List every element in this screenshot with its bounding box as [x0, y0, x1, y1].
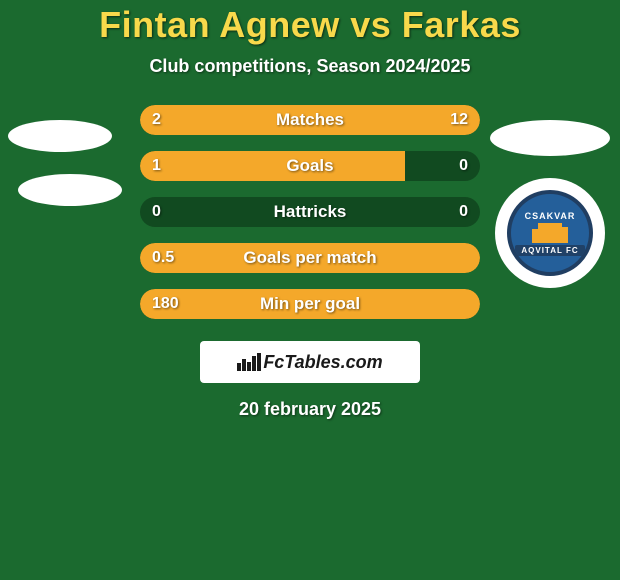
stat-row: 1 0 Goals — [140, 151, 480, 181]
stat-label: Goals — [286, 156, 333, 176]
comparison-infographic: Fintan Agnew vs Farkas Club competitions… — [0, 0, 620, 580]
badge-city-icon — [538, 223, 562, 243]
stat-value-left: 2 — [152, 111, 161, 129]
stat-label: Matches — [276, 110, 344, 130]
brand-barchart-icon — [237, 353, 259, 371]
club-badge-inner: CSAKVAR AQVITAL FC — [507, 190, 593, 276]
stat-value-right: 0 — [459, 157, 468, 175]
brand-box: FcTables.com — [200, 341, 420, 383]
stat-fill-left — [140, 105, 188, 135]
stat-fill-left — [140, 151, 405, 181]
stat-label: Goals per match — [243, 248, 376, 268]
badge-bottom-text: AQVITAL FC — [515, 245, 584, 256]
subtitle: Club competitions, Season 2024/2025 — [0, 56, 620, 77]
player-left-avatar-2 — [18, 174, 122, 206]
player-right-avatar-1 — [490, 120, 610, 156]
badge-top-text: CSAKVAR — [525, 211, 576, 221]
stat-row: 180 Min per goal — [140, 289, 480, 319]
stat-value-left: 0.5 — [152, 249, 174, 267]
stat-row: 0 0 Hattricks — [140, 197, 480, 227]
brand-text: FcTables.com — [263, 352, 382, 373]
player-left-avatar-1 — [8, 120, 112, 152]
page-title: Fintan Agnew vs Farkas — [0, 4, 620, 46]
stat-value-left: 1 — [152, 157, 161, 175]
stat-row: 2 12 Matches — [140, 105, 480, 135]
stat-row: 0.5 Goals per match — [140, 243, 480, 273]
stat-label: Min per goal — [260, 294, 360, 314]
club-badge: CSAKVAR AQVITAL FC — [495, 178, 605, 288]
stat-value-left: 0 — [152, 203, 161, 221]
stat-value-left: 180 — [152, 295, 179, 313]
stat-label: Hattricks — [274, 202, 347, 222]
stat-value-right: 0 — [459, 203, 468, 221]
stats-container: 2 12 Matches 1 0 Goals 0 0 Hattricks 0.5 Goals per… — [140, 105, 480, 319]
date-text: 20 february 2025 — [0, 399, 620, 420]
stat-value-right: 12 — [450, 111, 468, 129]
